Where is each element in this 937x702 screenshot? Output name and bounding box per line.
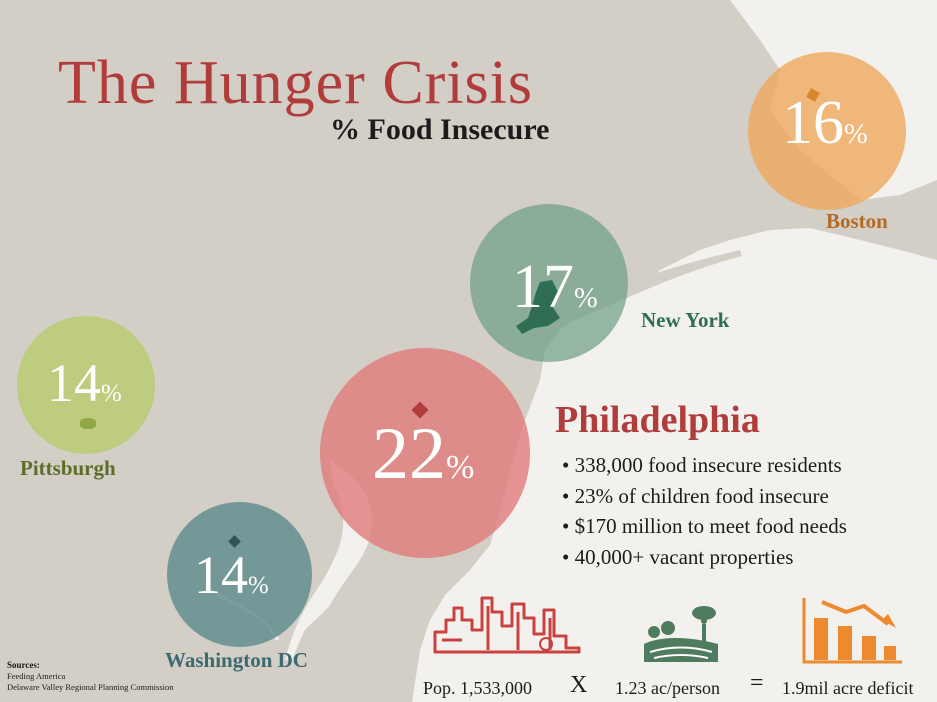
philadelphia-facts: 338,000 food insecure residents 23% of c… (562, 450, 847, 572)
boston-percent: 16% (782, 88, 868, 159)
boston-pct-symbol: % (844, 119, 868, 150)
washington-pct-symbol: % (248, 572, 269, 599)
philadelphia-percent: 22% (372, 412, 474, 497)
sources: Sources: Feeding America Delaware Valley… (7, 660, 174, 693)
new-york-label: New York (641, 308, 730, 332)
fact-item: 23% of children food insecure (562, 481, 847, 512)
washington-label: Washington DC (165, 648, 308, 672)
washington-circle (167, 502, 312, 647)
boston-pct-value: 16 (782, 89, 844, 157)
pittsburgh-label: Pittsburgh (20, 456, 116, 480)
new-york-pct-value: 17 (512, 253, 574, 321)
sources-heading: Sources: (7, 660, 40, 670)
philadelphia-pct-symbol: % (446, 449, 475, 486)
pittsburgh-pct-value: 14 (47, 353, 101, 413)
philadelphia-heading: Philadelphia (555, 399, 760, 441)
pittsburgh-marker-icon (80, 418, 96, 429)
pittsburgh-circle (17, 316, 155, 454)
population-label: Pop. 1,533,000 (423, 678, 533, 698)
boston-label: Boston (826, 209, 888, 233)
page-title: The Hunger Crisis (58, 49, 534, 117)
philadelphia-pct-value: 22 (372, 413, 446, 495)
fact-item: $170 million to meet food needs (562, 511, 847, 542)
pittsburgh-pct-symbol: % (101, 380, 122, 407)
acres-per-person-label: 1.23 ac/person (615, 678, 720, 698)
times-operator: X (570, 672, 588, 698)
fact-item: 40,000+ vacant properties (562, 542, 847, 573)
farm-field-icon (644, 606, 718, 662)
new-york-borough-icon (516, 280, 560, 334)
washington-percent: 14% (194, 544, 269, 606)
declining-bar-chart-icon (802, 598, 902, 664)
equals-operator: = (750, 670, 764, 696)
boston-circle (748, 52, 906, 210)
pittsburgh-percent: 14% (47, 352, 122, 414)
new-york-pct-symbol: % (574, 283, 598, 314)
new-york-percent: 17% (512, 252, 598, 323)
source-item: Feeding America (7, 671, 66, 681)
acre-deficit-label: 1.9mil acre deficit (782, 678, 914, 698)
city-skyline-icon (433, 596, 581, 654)
source-item: Delaware Valley Regional Planning Commis… (7, 682, 174, 692)
philadelphia-circle (320, 348, 530, 558)
page-subtitle: % Food Insecure (330, 113, 550, 146)
washington-pct-value: 14 (194, 545, 248, 605)
fact-item: 338,000 food insecure residents (562, 450, 847, 481)
